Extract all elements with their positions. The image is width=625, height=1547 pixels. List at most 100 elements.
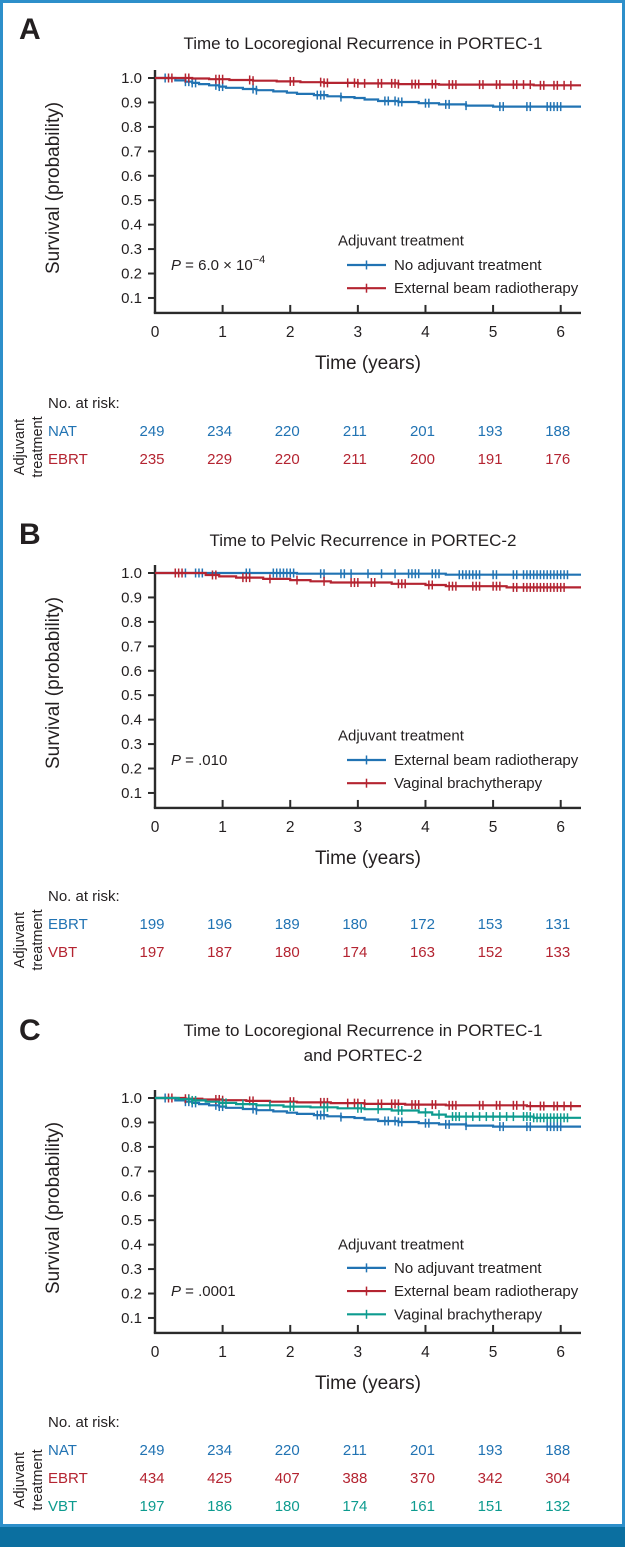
risk-row-value: 186 — [207, 1498, 233, 1515]
panel-b-risk-side-label: Adjuvant treatment — [12, 909, 47, 971]
risk-row-value: 189 — [274, 916, 300, 933]
risk-row-value: 174 — [342, 944, 368, 961]
footer-accent-bar — [0, 1527, 625, 1547]
km-curve — [155, 1096, 581, 1128]
risk-row-value: 187 — [207, 944, 233, 961]
risk-row-value: 425 — [207, 1470, 233, 1487]
legend-entry-label: Vaginal brachytherapy — [394, 1306, 543, 1323]
risk-table-row: VBT 197 186 180 174 161 151 132 — [3, 1498, 622, 1520]
x-tick-label: 0 — [151, 1344, 160, 1361]
x-axis-label: Time (years) — [315, 353, 421, 374]
y-tick-label: 0.2 — [121, 1286, 142, 1303]
y-tick-label: 0.1 — [121, 785, 142, 802]
risk-row-value: 193 — [477, 423, 503, 440]
x-axis-label: Time (years) — [315, 848, 421, 869]
risk-row-value: 249 — [139, 423, 165, 440]
panel-a-title-line1: Time to Locoregional Recurrence in PORTE… — [183, 34, 543, 53]
y-tick-label: 0.7 — [121, 638, 142, 655]
risk-row-value: 153 — [477, 916, 503, 933]
y-tick-label: 0.9 — [121, 1114, 142, 1131]
y-axis-label: Survival (probability) — [43, 1122, 64, 1294]
y-tick-label: 0.6 — [121, 168, 142, 185]
panel-c-title-line2: and PORTEC-2 — [303, 1046, 423, 1065]
risk-row-value: 211 — [342, 423, 367, 440]
risk-row-value: 180 — [274, 1498, 300, 1515]
y-tick-label: 0.1 — [121, 1310, 142, 1327]
panel-a-risk-header: No. at risk: — [48, 395, 120, 412]
y-tick-label: 1.0 — [121, 1090, 142, 1107]
risk-row-value: 180 — [342, 916, 368, 933]
panel-c-title: Time to Locoregional Recurrence in PORTE… — [128, 1018, 598, 1068]
p-value: P = .0001 — [171, 1283, 236, 1300]
x-axis-label: Time (years) — [315, 1373, 421, 1394]
risk-row-value: 211 — [342, 451, 367, 468]
p-value: P = 6.0 × 10−4 — [171, 254, 265, 274]
risk-row-value: 434 — [139, 1470, 165, 1487]
x-tick-label: 5 — [489, 1344, 498, 1361]
panel-c-km-chart: 1.0 0.9 0.8 0.7 0.6 0.5 0.4 0.3 0.2 0.1 0 1 2 3 4 5 6 Sur… — [43, 1090, 581, 1394]
y-tick-label: 0.5 — [121, 687, 142, 704]
risk-row-value: 211 — [342, 1442, 367, 1459]
y-tick-label: 0.3 — [121, 241, 142, 258]
risk-row-value: 235 — [139, 451, 165, 468]
panel-a-letter: A — [19, 13, 41, 46]
panel-c-letter: C — [19, 1014, 41, 1047]
risk-row-value: 188 — [545, 423, 571, 440]
x-tick-label: 4 — [421, 1344, 430, 1361]
risk-row-label: EBRT — [48, 1470, 88, 1487]
risk-row-label: EBRT — [48, 451, 88, 468]
risk-table-row: EBRT 434 425 407 388 370 342 304 — [3, 1470, 622, 1492]
risk-table-row: EBRT 235 229 220 211 200 191 176 — [3, 451, 622, 473]
risk-row-value: 151 — [477, 1498, 503, 1515]
legend-title: Adjuvant treatment — [338, 233, 465, 250]
risk-row-value: 161 — [409, 1498, 435, 1515]
x-tick-label: 5 — [489, 324, 498, 341]
x-tick-label: 0 — [151, 819, 160, 836]
risk-row-value: 133 — [545, 944, 571, 961]
p-value: P = .010 — [171, 752, 227, 769]
legend-title: Adjuvant treatment — [338, 1237, 465, 1254]
km-curve — [155, 1096, 581, 1119]
risk-row-label: NAT — [48, 423, 77, 440]
y-tick-label: 0.7 — [121, 143, 142, 160]
km-curve — [155, 76, 581, 87]
x-tick-label: 5 — [489, 819, 498, 836]
y-tick-label: 0.8 — [121, 1139, 142, 1156]
risk-row-value: 342 — [477, 1470, 503, 1487]
risk-row-value: 201 — [409, 423, 435, 440]
legend-entry-label: External beam radiotherapy — [394, 752, 579, 769]
risk-row-label: NAT — [48, 1442, 77, 1459]
y-tick-label: 0.2 — [121, 266, 142, 283]
y-tick-label: 0.4 — [121, 217, 142, 234]
legend-entry-label: Vaginal brachytherapy — [394, 775, 543, 792]
risk-row-value: 174 — [342, 1498, 368, 1515]
risk-row-value: 199 — [139, 916, 165, 933]
x-tick-label: 1 — [218, 1344, 227, 1361]
panel-b-title-line1: Time to Pelvic Recurrence in PORTEC-2 — [209, 531, 517, 550]
risk-row-value: 220 — [274, 451, 300, 468]
y-tick-label: 0.6 — [121, 1188, 142, 1205]
risk-table-row: EBRT 199 196 189 180 172 153 131 — [3, 916, 622, 938]
x-tick-label: 6 — [556, 1344, 565, 1361]
risk-row-value: 197 — [139, 944, 165, 961]
chart-root: 1.0 0.9 0.8 0.7 0.6 0.5 0.4 0.3 0.2 0.1 0 1 2 3 4 5 6 Sur… — [43, 1090, 581, 1394]
x-tick-label: 3 — [354, 819, 363, 836]
y-tick-label: 0.3 — [121, 736, 142, 753]
risk-row-value: 131 — [545, 916, 571, 933]
x-tick-label: 4 — [421, 324, 430, 341]
risk-row-value: 407 — [274, 1470, 300, 1487]
legend-entry-label: External beam radiotherapy — [394, 280, 579, 297]
risk-row-value: 180 — [274, 944, 300, 961]
panel-c-title-line1: Time to Locoregional Recurrence in PORTE… — [183, 1021, 543, 1040]
y-tick-label: 0.1 — [121, 290, 142, 307]
y-tick-label: 1.0 — [121, 70, 142, 87]
risk-row-value: 229 — [207, 451, 233, 468]
panel-c: C Time to Locoregional Recurrence in POR… — [3, 988, 622, 1524]
y-tick-label: 0.5 — [121, 192, 142, 209]
risk-row-value: 132 — [545, 1498, 571, 1515]
legend-title: Adjuvant treatment — [338, 728, 465, 745]
x-tick-label: 1 — [218, 819, 227, 836]
risk-row-value: 234 — [207, 1442, 233, 1459]
risk-row-value: 191 — [477, 451, 503, 468]
x-tick-label: 1 — [218, 324, 227, 341]
